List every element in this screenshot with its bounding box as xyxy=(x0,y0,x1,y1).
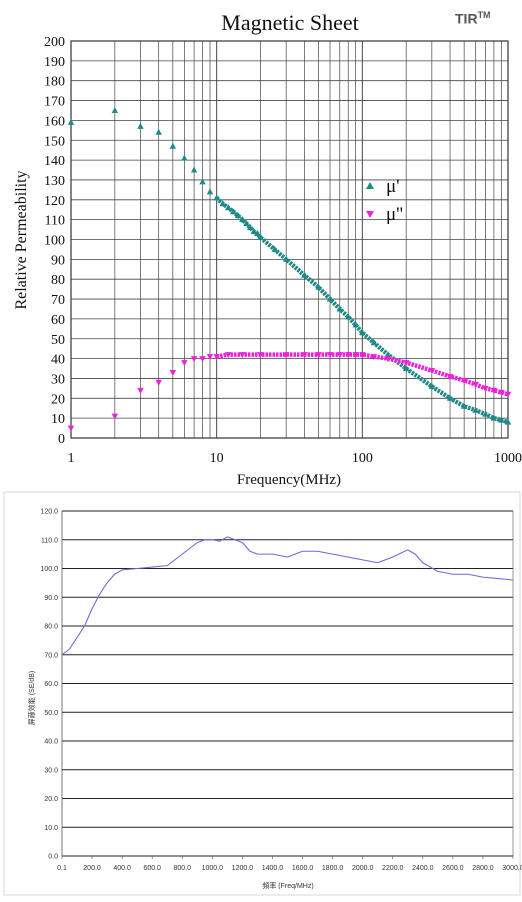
mu-prime-point xyxy=(155,128,162,135)
plot-area-border xyxy=(70,40,509,439)
y-tick-label: 60 xyxy=(51,313,65,328)
x-tick-label: 100 xyxy=(352,451,373,466)
y-axis-label: Relative Permeability xyxy=(13,170,30,309)
x-tick-label: 1 xyxy=(68,451,75,466)
permeability-chart: Magnetic Sheet 0102030405060708090100110… xyxy=(13,10,522,488)
x-tick-label: 2600.0 xyxy=(442,865,464,872)
shielding-effectiveness-chart: 0.0 10.0 20.0 30.0 40.0 50.0 60.0 70.0 80.0 90.0 1… xyxy=(0,488,522,897)
brand-logo: TIRTM xyxy=(455,10,491,27)
x-axis-label: Frequency(MHz) xyxy=(237,472,341,488)
y-tick-label: 80 xyxy=(51,273,65,288)
x-tick-label: 2800.0 xyxy=(472,865,494,872)
mu-prime-point xyxy=(137,122,144,129)
x-tick-label: 400.0 xyxy=(113,865,131,872)
x-tick-label: 800.0 xyxy=(173,865,191,872)
shielding-chart-panel: 0.0 10.0 20.0 30.0 40.0 50.0 60.0 70.0 80.0 90.0 1… xyxy=(0,488,522,897)
y-tick-label: 140 xyxy=(44,154,65,169)
y-tick-label: 130 xyxy=(44,174,65,189)
y-tick-label: 10.0 xyxy=(44,825,58,832)
mu-prime-point xyxy=(199,178,206,185)
y-tick-label: 110.0 xyxy=(41,537,58,544)
y-tick-label: 110 xyxy=(45,214,65,229)
legend-label: μ' xyxy=(386,176,400,197)
y-tick-label: 30 xyxy=(51,372,65,387)
chart-title: Magnetic Sheet xyxy=(221,10,358,35)
x-tick-label: 600.0 xyxy=(143,865,161,872)
y-axis-label: 屏蔽效能 (SE/dB) xyxy=(27,671,36,725)
mu-prime-point xyxy=(67,118,75,125)
x-tick-label: 1000.0 xyxy=(202,865,224,872)
x-tick-label: 1000 xyxy=(494,451,522,466)
y-tick-label: 180 xyxy=(44,75,65,90)
y-tick-label: 50 xyxy=(51,333,65,348)
legend-marker xyxy=(366,211,374,218)
y-tick-label: 90 xyxy=(51,253,65,268)
mu-prime-point xyxy=(206,188,214,195)
y-tick-label: 20 xyxy=(51,392,65,407)
x-tick-label: 1800.0 xyxy=(322,865,344,872)
mu-prime-point xyxy=(181,154,188,161)
y-tick-label: 40.0 xyxy=(44,739,58,746)
y-tick-label: 40 xyxy=(51,353,65,368)
mu-double-prime-point xyxy=(190,356,198,363)
mu-double-prime-point xyxy=(199,356,206,363)
brand-name: TIR xyxy=(455,10,478,27)
mu-double-prime-point xyxy=(137,387,144,394)
y-tick-label: 100.0 xyxy=(40,566,58,573)
series-trend-line xyxy=(215,196,509,425)
y-tick-label: 170 xyxy=(44,95,65,110)
series-trend-line xyxy=(216,352,509,397)
brand-trademark: TM xyxy=(477,10,491,20)
y-tick-label: 200 xyxy=(44,35,65,50)
shielding-effectiveness-line xyxy=(61,536,514,656)
y-tick-label: 120.0 xyxy=(40,509,58,516)
mu-double-prime-point xyxy=(169,369,177,376)
mu-prime-point xyxy=(190,166,198,173)
legend-marker xyxy=(366,182,374,189)
x-tick-label: 1600.0 xyxy=(292,865,314,872)
mu-double-prime-point xyxy=(155,379,162,386)
x-tick-label: 0.1 xyxy=(57,865,67,872)
y-tick-label: 70.0 xyxy=(44,652,58,659)
y-tick-label: 190 xyxy=(44,55,65,70)
x-axis-label: 頻率 (Freq/MHz) xyxy=(262,881,313,890)
y-tick-label: 20.0 xyxy=(44,796,58,803)
y-tick-label: 10 xyxy=(51,412,65,427)
mu-double-prime-point xyxy=(111,413,119,420)
y-tick-label: 0 xyxy=(58,432,65,447)
y-tick-label: 90.0 xyxy=(44,595,58,602)
y-tick-label: 100 xyxy=(44,234,65,249)
legend-label: μ'' xyxy=(386,204,403,225)
x-tick-label: 2000.0 xyxy=(352,865,374,872)
y-tick-label: 70 xyxy=(51,293,65,308)
x-tick-label: 200.0 xyxy=(83,865,101,872)
y-tick-label: 60.0 xyxy=(44,681,58,688)
y-tick-label: 160 xyxy=(44,114,65,129)
permeability-chart-panel: Magnetic Sheet 0 10 20 30 40 50 60 70 80 90 100 110… xyxy=(13,10,522,488)
x-tick-label: 1400.0 xyxy=(262,865,284,872)
x-tick-label: 2200.0 xyxy=(382,865,404,872)
mu-double-prime-point xyxy=(181,360,188,367)
y-tick-label: 0.0 xyxy=(48,854,58,861)
y-tick-label: 150 xyxy=(44,134,65,149)
mu-double-prime-point xyxy=(206,354,214,361)
x-tick-label: 3000.0 xyxy=(502,865,522,872)
y-tick-label: 30.0 xyxy=(44,767,58,774)
mu-prime-point xyxy=(169,142,177,149)
x-tick-label: 2400.0 xyxy=(412,865,434,872)
mu-prime-point xyxy=(111,106,119,113)
x-tick-label: 1200.0 xyxy=(232,865,254,872)
y-tick-label: 80.0 xyxy=(44,624,58,631)
mu-double-prime-point xyxy=(67,425,75,432)
y-tick-label: 120 xyxy=(44,194,65,209)
x-tick-label: 10 xyxy=(210,451,224,466)
y-tick-label: 50.0 xyxy=(44,710,58,717)
